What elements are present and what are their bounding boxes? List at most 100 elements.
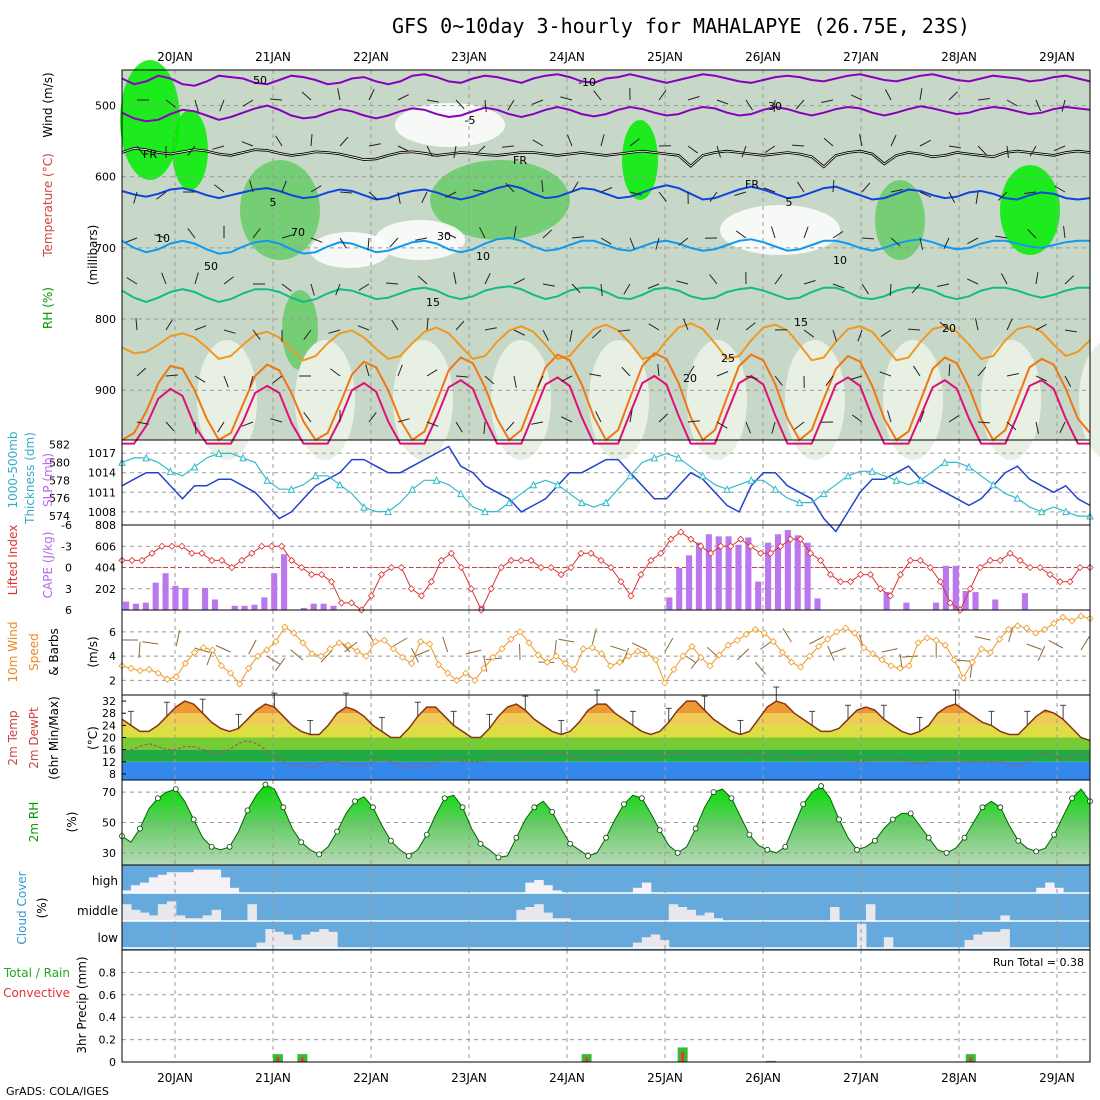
wind-barb-10m — [1037, 645, 1046, 661]
rh-point — [190, 816, 197, 823]
cloud-cell-high — [166, 872, 177, 893]
rh-point — [405, 852, 412, 859]
wind-speed-point — [625, 652, 633, 660]
cloud-cell-low — [292, 939, 302, 948]
wind-speed-point — [1068, 617, 1076, 625]
wind-speed-point — [715, 651, 723, 659]
li-point — [417, 592, 425, 600]
wind-barb — [310, 237, 323, 243]
wind-barb — [1006, 373, 1019, 377]
thickness-tick-label: 580 — [49, 456, 70, 469]
precip-tick-label: 0.8 — [99, 966, 117, 979]
panel-precip: 0 0.2 0.4 0.6 0.8 Run Total = 0.38 — [99, 949, 1091, 1069]
rh-point — [1069, 795, 1075, 802]
wind-barb — [310, 134, 313, 147]
wind-speed-point — [326, 645, 334, 653]
wind-barb-10m — [138, 641, 141, 658]
cape-bar — [202, 587, 209, 610]
label-2m-temp: 2m Temp — [6, 710, 20, 765]
wind-barb — [1035, 421, 1039, 434]
temp-tick-label: 8 — [109, 768, 116, 781]
rh-point — [764, 846, 771, 853]
li-point — [846, 578, 855, 586]
cloud-cell-middle — [148, 915, 159, 921]
contour-label: FR — [745, 178, 759, 191]
wind-barb — [560, 96, 573, 101]
label-millibars: (millibars) — [86, 225, 100, 286]
wind-barb — [135, 318, 138, 331]
rh-point — [567, 840, 574, 847]
thickness-tick-label: 574 — [49, 510, 70, 523]
li-point — [258, 542, 266, 550]
rh-point — [656, 827, 663, 833]
cloud-cell-high — [175, 872, 186, 893]
wind-barb — [771, 226, 776, 239]
thickness-point — [698, 471, 707, 480]
rh-point — [459, 804, 466, 811]
cloud-layer-label: middle — [77, 904, 118, 918]
wind-barb — [1035, 99, 1042, 112]
wind-barb — [890, 134, 897, 147]
wind-barb — [890, 189, 903, 193]
li-point — [298, 563, 306, 572]
cape-bar — [992, 599, 999, 610]
panel-cape: 202 404 606 808 -6 -3 0 3 6 — [61, 519, 1094, 617]
wind-speed-point — [778, 648, 786, 657]
contour-label: 5 — [270, 196, 277, 209]
precip-tick-label: 0.2 — [99, 1034, 117, 1047]
wind-speed-point — [842, 624, 850, 632]
wind-barb — [595, 411, 602, 423]
wind-barb — [339, 136, 349, 147]
rh-point — [477, 840, 484, 847]
thickness-point — [190, 462, 199, 471]
li-point — [777, 542, 785, 550]
run-total: Run Total = 0.38 — [993, 956, 1084, 969]
li-point — [677, 528, 685, 536]
wind-barb — [745, 375, 758, 380]
thickness-point — [626, 471, 635, 480]
wind-speed-point — [1005, 625, 1013, 633]
wind-barb — [187, 145, 196, 156]
rh-point — [800, 801, 807, 808]
precip-tick-label: 0.6 — [99, 989, 117, 1002]
rh-point — [531, 804, 538, 811]
wind-barb — [165, 421, 175, 432]
rh-point — [513, 834, 520, 841]
li-point — [826, 571, 835, 579]
wind-barb — [687, 96, 700, 101]
wind-barb — [1064, 329, 1077, 333]
cloud-cell-high — [543, 885, 553, 893]
label-thickness-b: Thickness (dm) — [23, 432, 37, 525]
wind-barb — [444, 232, 457, 239]
wind-barb — [859, 134, 863, 147]
rh-point — [316, 851, 323, 858]
li-point — [886, 592, 894, 600]
wind-barb — [687, 420, 700, 423]
li-point — [507, 556, 515, 564]
wind-speed-point — [769, 638, 777, 646]
wind-barb — [741, 145, 747, 158]
wind-barb — [194, 421, 197, 434]
thickness-point — [674, 453, 683, 462]
cape-bar — [952, 565, 959, 610]
wind-barb — [337, 88, 341, 101]
label-10m-wind: 10m Wind — [6, 622, 20, 683]
wind-barb — [832, 283, 845, 289]
wind-speed-point — [317, 652, 325, 660]
wind-barb-10m — [1008, 626, 1014, 643]
rh-point — [280, 804, 287, 811]
wind-barb — [513, 278, 525, 285]
wind-barb — [773, 99, 776, 113]
cloud-cell-low — [641, 937, 652, 948]
wind-barb-10m — [881, 648, 898, 653]
li-point — [268, 542, 276, 550]
temp-band — [122, 725, 1090, 738]
cloud-cell-middle — [525, 907, 535, 921]
wind-barb — [1061, 99, 1066, 112]
wind-barb — [397, 191, 401, 204]
wind-barb — [977, 366, 987, 377]
li-point — [587, 549, 595, 557]
wind-barb — [977, 145, 987, 155]
li-point — [926, 563, 934, 572]
wind-speed-point — [308, 650, 316, 658]
